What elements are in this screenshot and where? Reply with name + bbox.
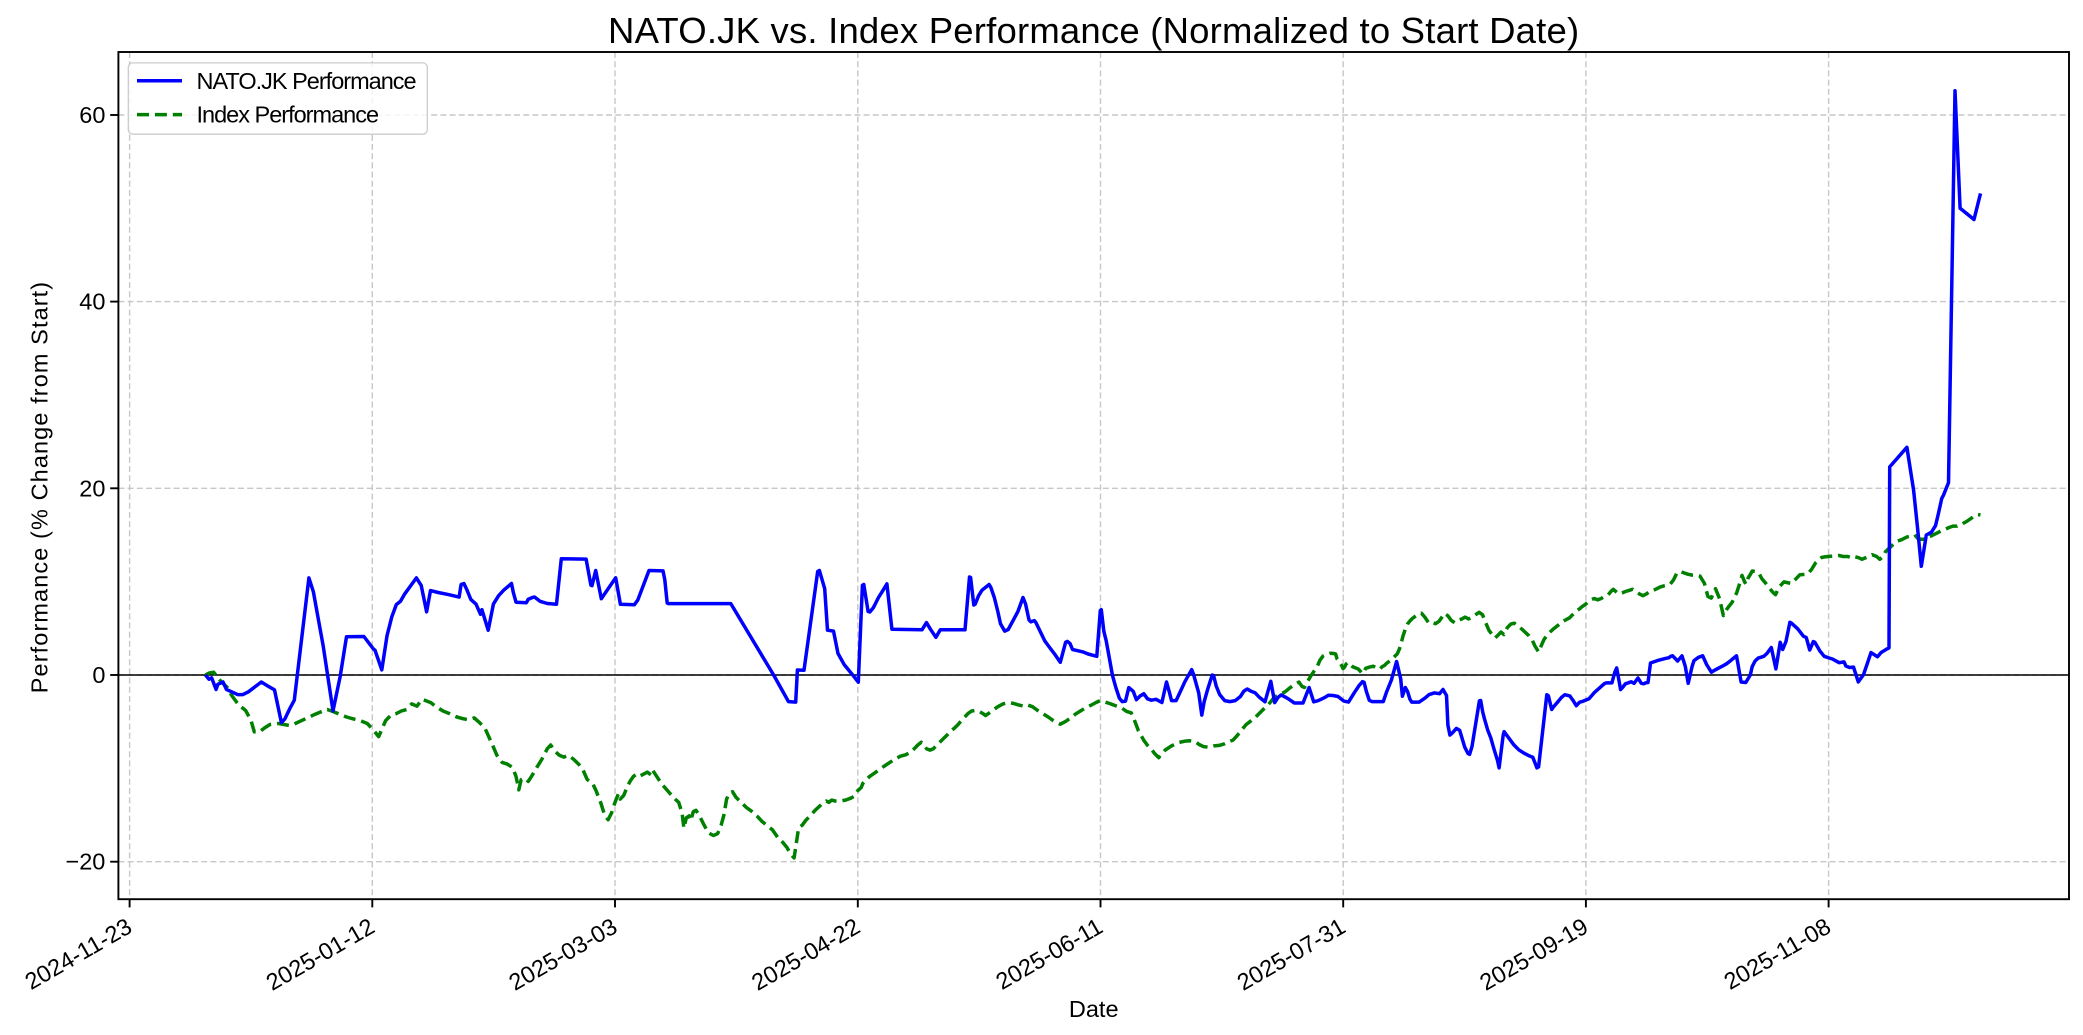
svg-text:NATO.JK Performance: NATO.JK Performance bbox=[197, 68, 417, 94]
svg-text:60: 60 bbox=[79, 102, 105, 128]
svg-text:40: 40 bbox=[79, 289, 105, 315]
svg-text:−20: −20 bbox=[66, 849, 106, 875]
svg-text:Date: Date bbox=[1069, 996, 1119, 1022]
svg-text:20: 20 bbox=[79, 475, 105, 501]
svg-text:Performance (% Change from Sta: Performance (% Change from Start) bbox=[27, 281, 53, 693]
svg-text:0: 0 bbox=[92, 662, 105, 688]
svg-text:Index Performance: Index Performance bbox=[197, 101, 379, 127]
svg-text:NATO.JK vs. Index Performance: NATO.JK vs. Index Performance (Normalize… bbox=[608, 10, 1579, 51]
